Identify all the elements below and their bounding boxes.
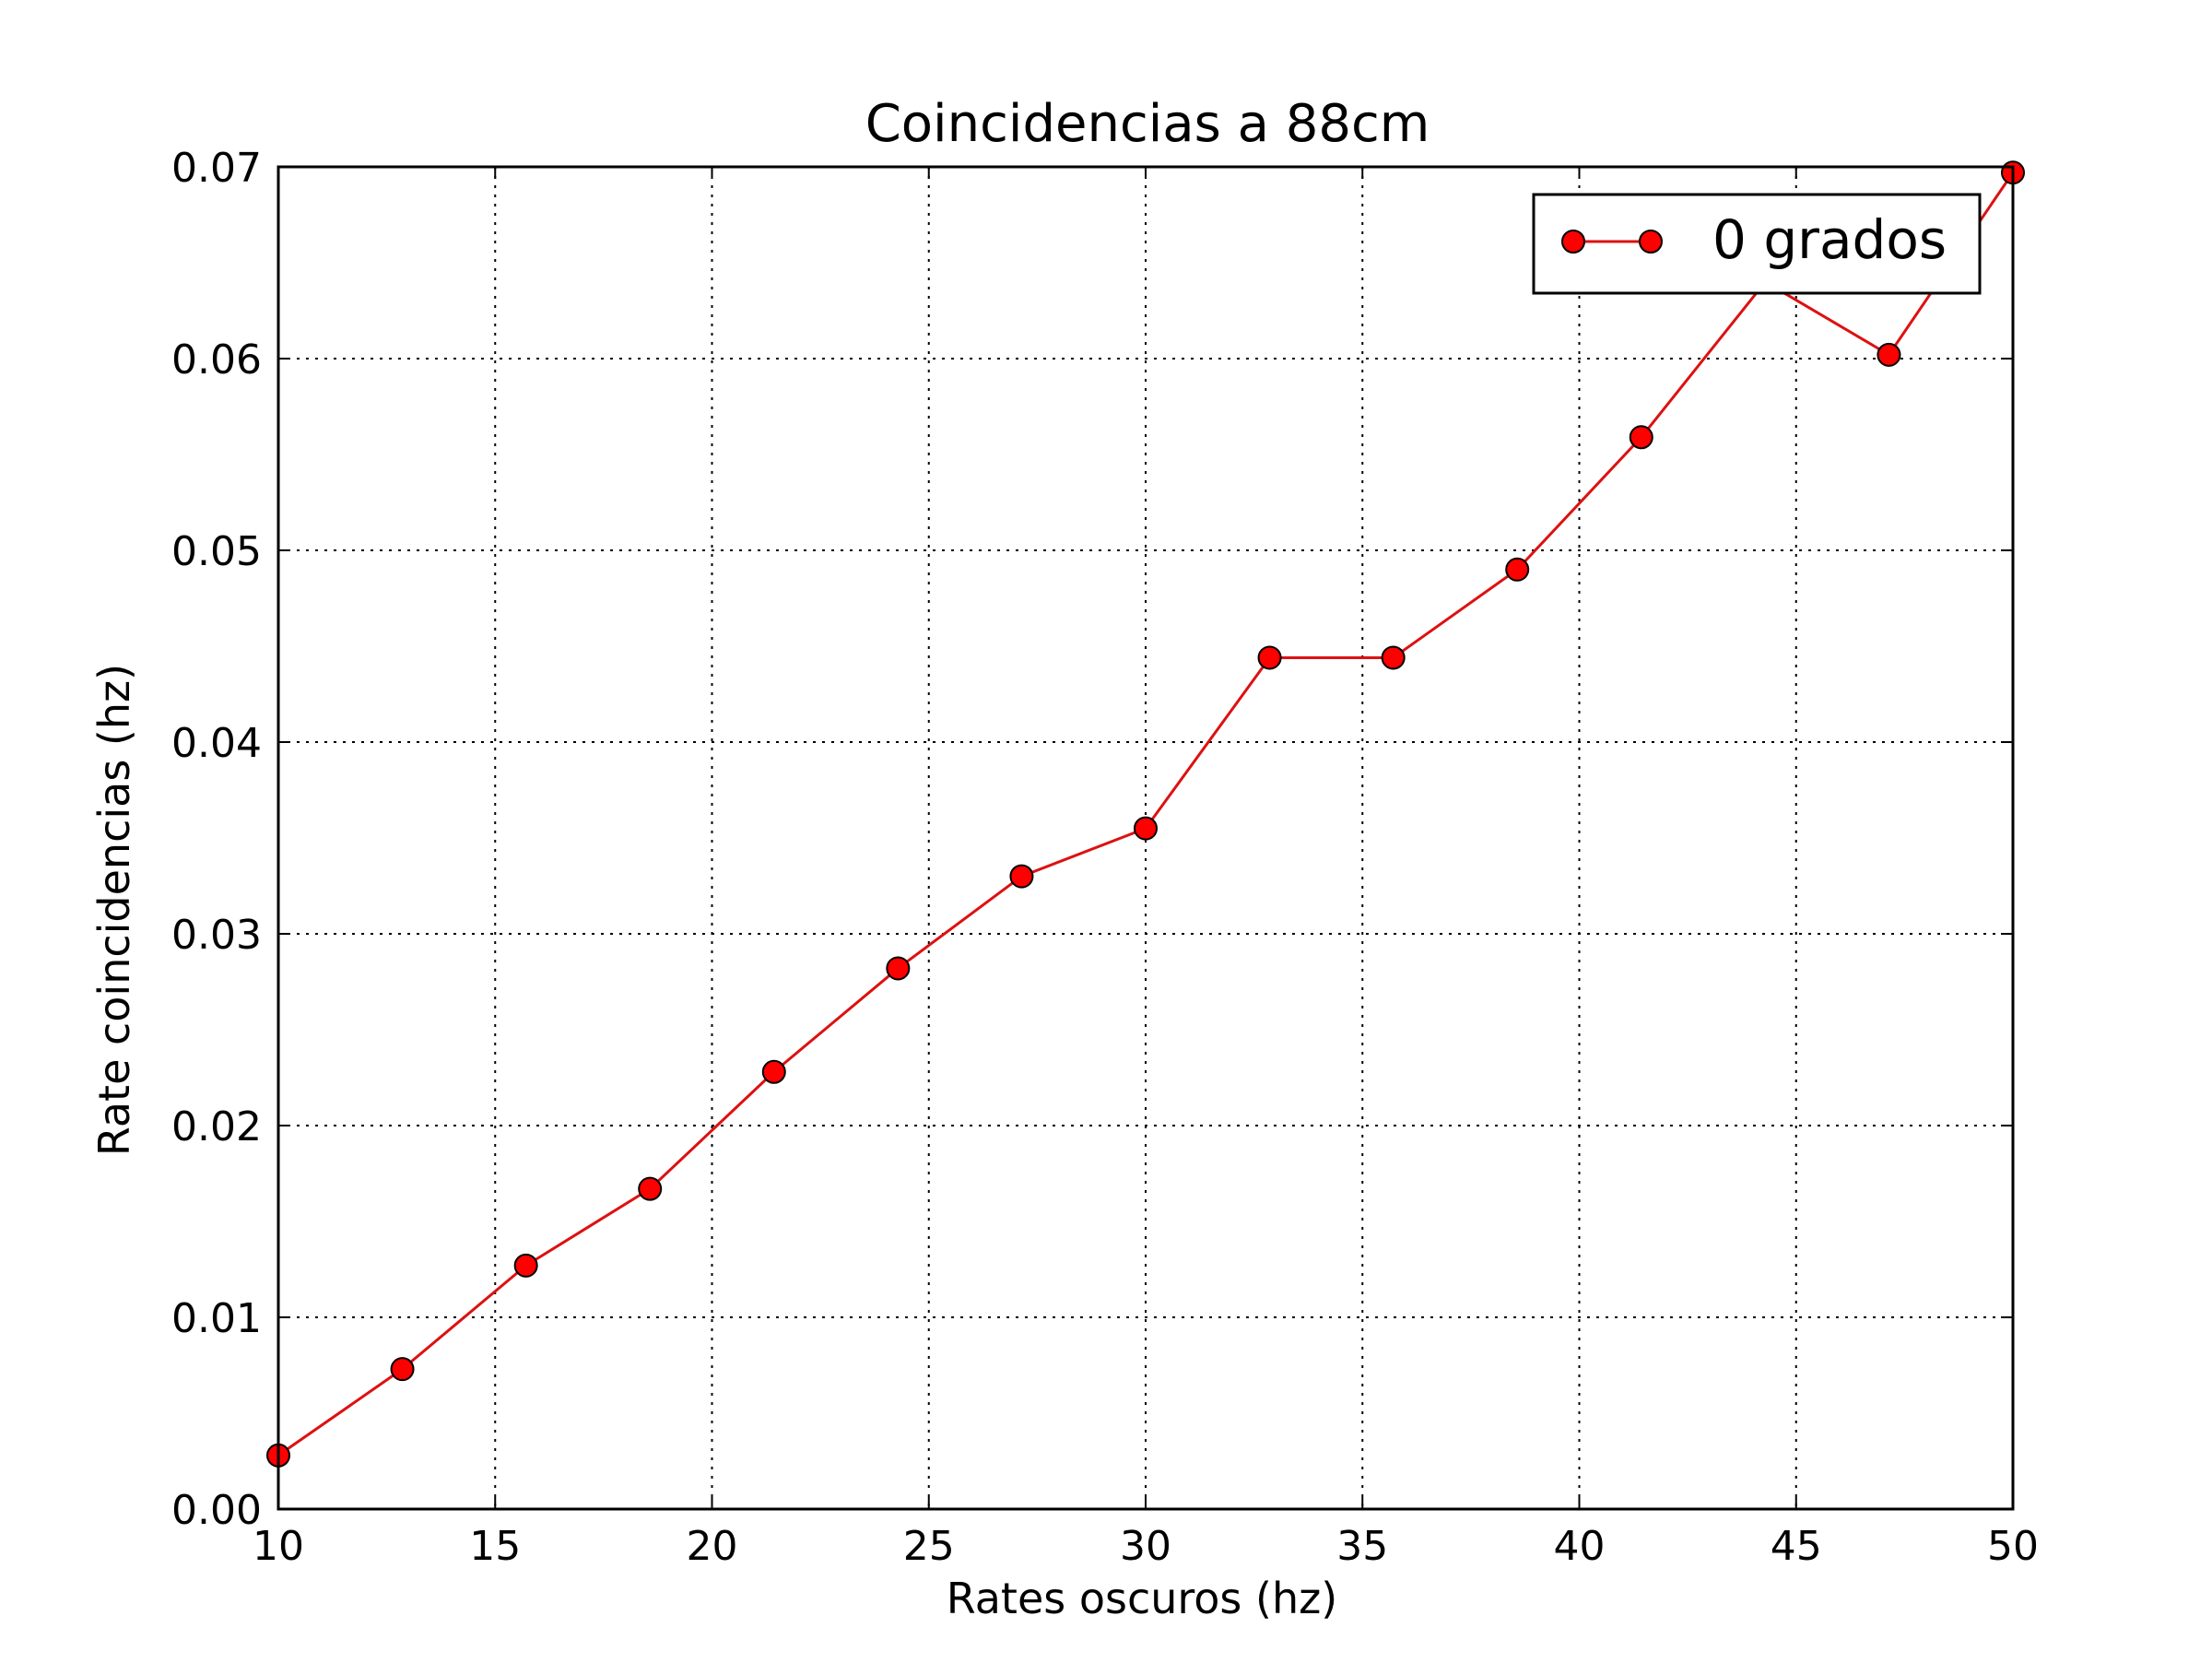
x-tick-label: 10 bbox=[253, 1523, 304, 1570]
legend-label: 0 grados bbox=[1712, 208, 1947, 271]
x-tick-label: 15 bbox=[469, 1523, 521, 1570]
legend-marker bbox=[1639, 230, 1663, 254]
y-tick-label: 0.07 bbox=[171, 145, 262, 192]
y-tick-label: 0.03 bbox=[171, 912, 262, 959]
data-point bbox=[638, 1176, 663, 1201]
data-point bbox=[1134, 816, 1158, 841]
chart-text: Coincidencias a 88cm Rates oscuros (hz) … bbox=[89, 94, 1430, 1623]
legend-box bbox=[1532, 193, 1982, 295]
y-tick-label: 0.06 bbox=[171, 336, 262, 383]
data-point bbox=[886, 956, 911, 981]
x-tick-label: 20 bbox=[687, 1523, 738, 1570]
data-point bbox=[390, 1357, 415, 1382]
y-tick-label: 0.02 bbox=[171, 1103, 262, 1150]
x-tick-label: 45 bbox=[1771, 1523, 1822, 1570]
y-tick-label: 0.04 bbox=[171, 720, 262, 767]
legend-marker bbox=[1561, 230, 1585, 254]
data-point bbox=[513, 1253, 538, 1278]
x-tick-label: 30 bbox=[1120, 1523, 1171, 1570]
data-point bbox=[1381, 645, 1406, 670]
data-point bbox=[1009, 864, 1034, 889]
x-tick-label: 40 bbox=[1554, 1523, 1606, 1570]
data-point bbox=[1629, 425, 1653, 450]
x-tick-label: 35 bbox=[1336, 1523, 1388, 1570]
data-point bbox=[1505, 557, 1530, 582]
x-tick-label: 25 bbox=[903, 1523, 955, 1570]
y-tick-label: 0.00 bbox=[171, 1487, 262, 1534]
y-tick-label: 0.01 bbox=[171, 1295, 262, 1342]
x-tick-label: 50 bbox=[1987, 1523, 2039, 1570]
y-tick-label: 0.05 bbox=[171, 528, 262, 575]
axes: 10 15 20 25 30 35 40 45 50 0.00 0.01 0.02 0.03 0.04 0.… bbox=[171, 145, 2039, 1570]
data-point bbox=[1877, 342, 1901, 367]
legend: 0 grados bbox=[1532, 193, 1982, 295]
chart-title: Coincidencias a 88cm bbox=[865, 94, 1430, 154]
series-group bbox=[266, 160, 2025, 1468]
x-axis-label: Rates oscuros (hz) bbox=[947, 1574, 1337, 1623]
data-point bbox=[761, 1059, 786, 1084]
y-axis-label: Rate coincidencias (hz) bbox=[89, 664, 139, 1156]
data-point bbox=[1257, 645, 1282, 670]
